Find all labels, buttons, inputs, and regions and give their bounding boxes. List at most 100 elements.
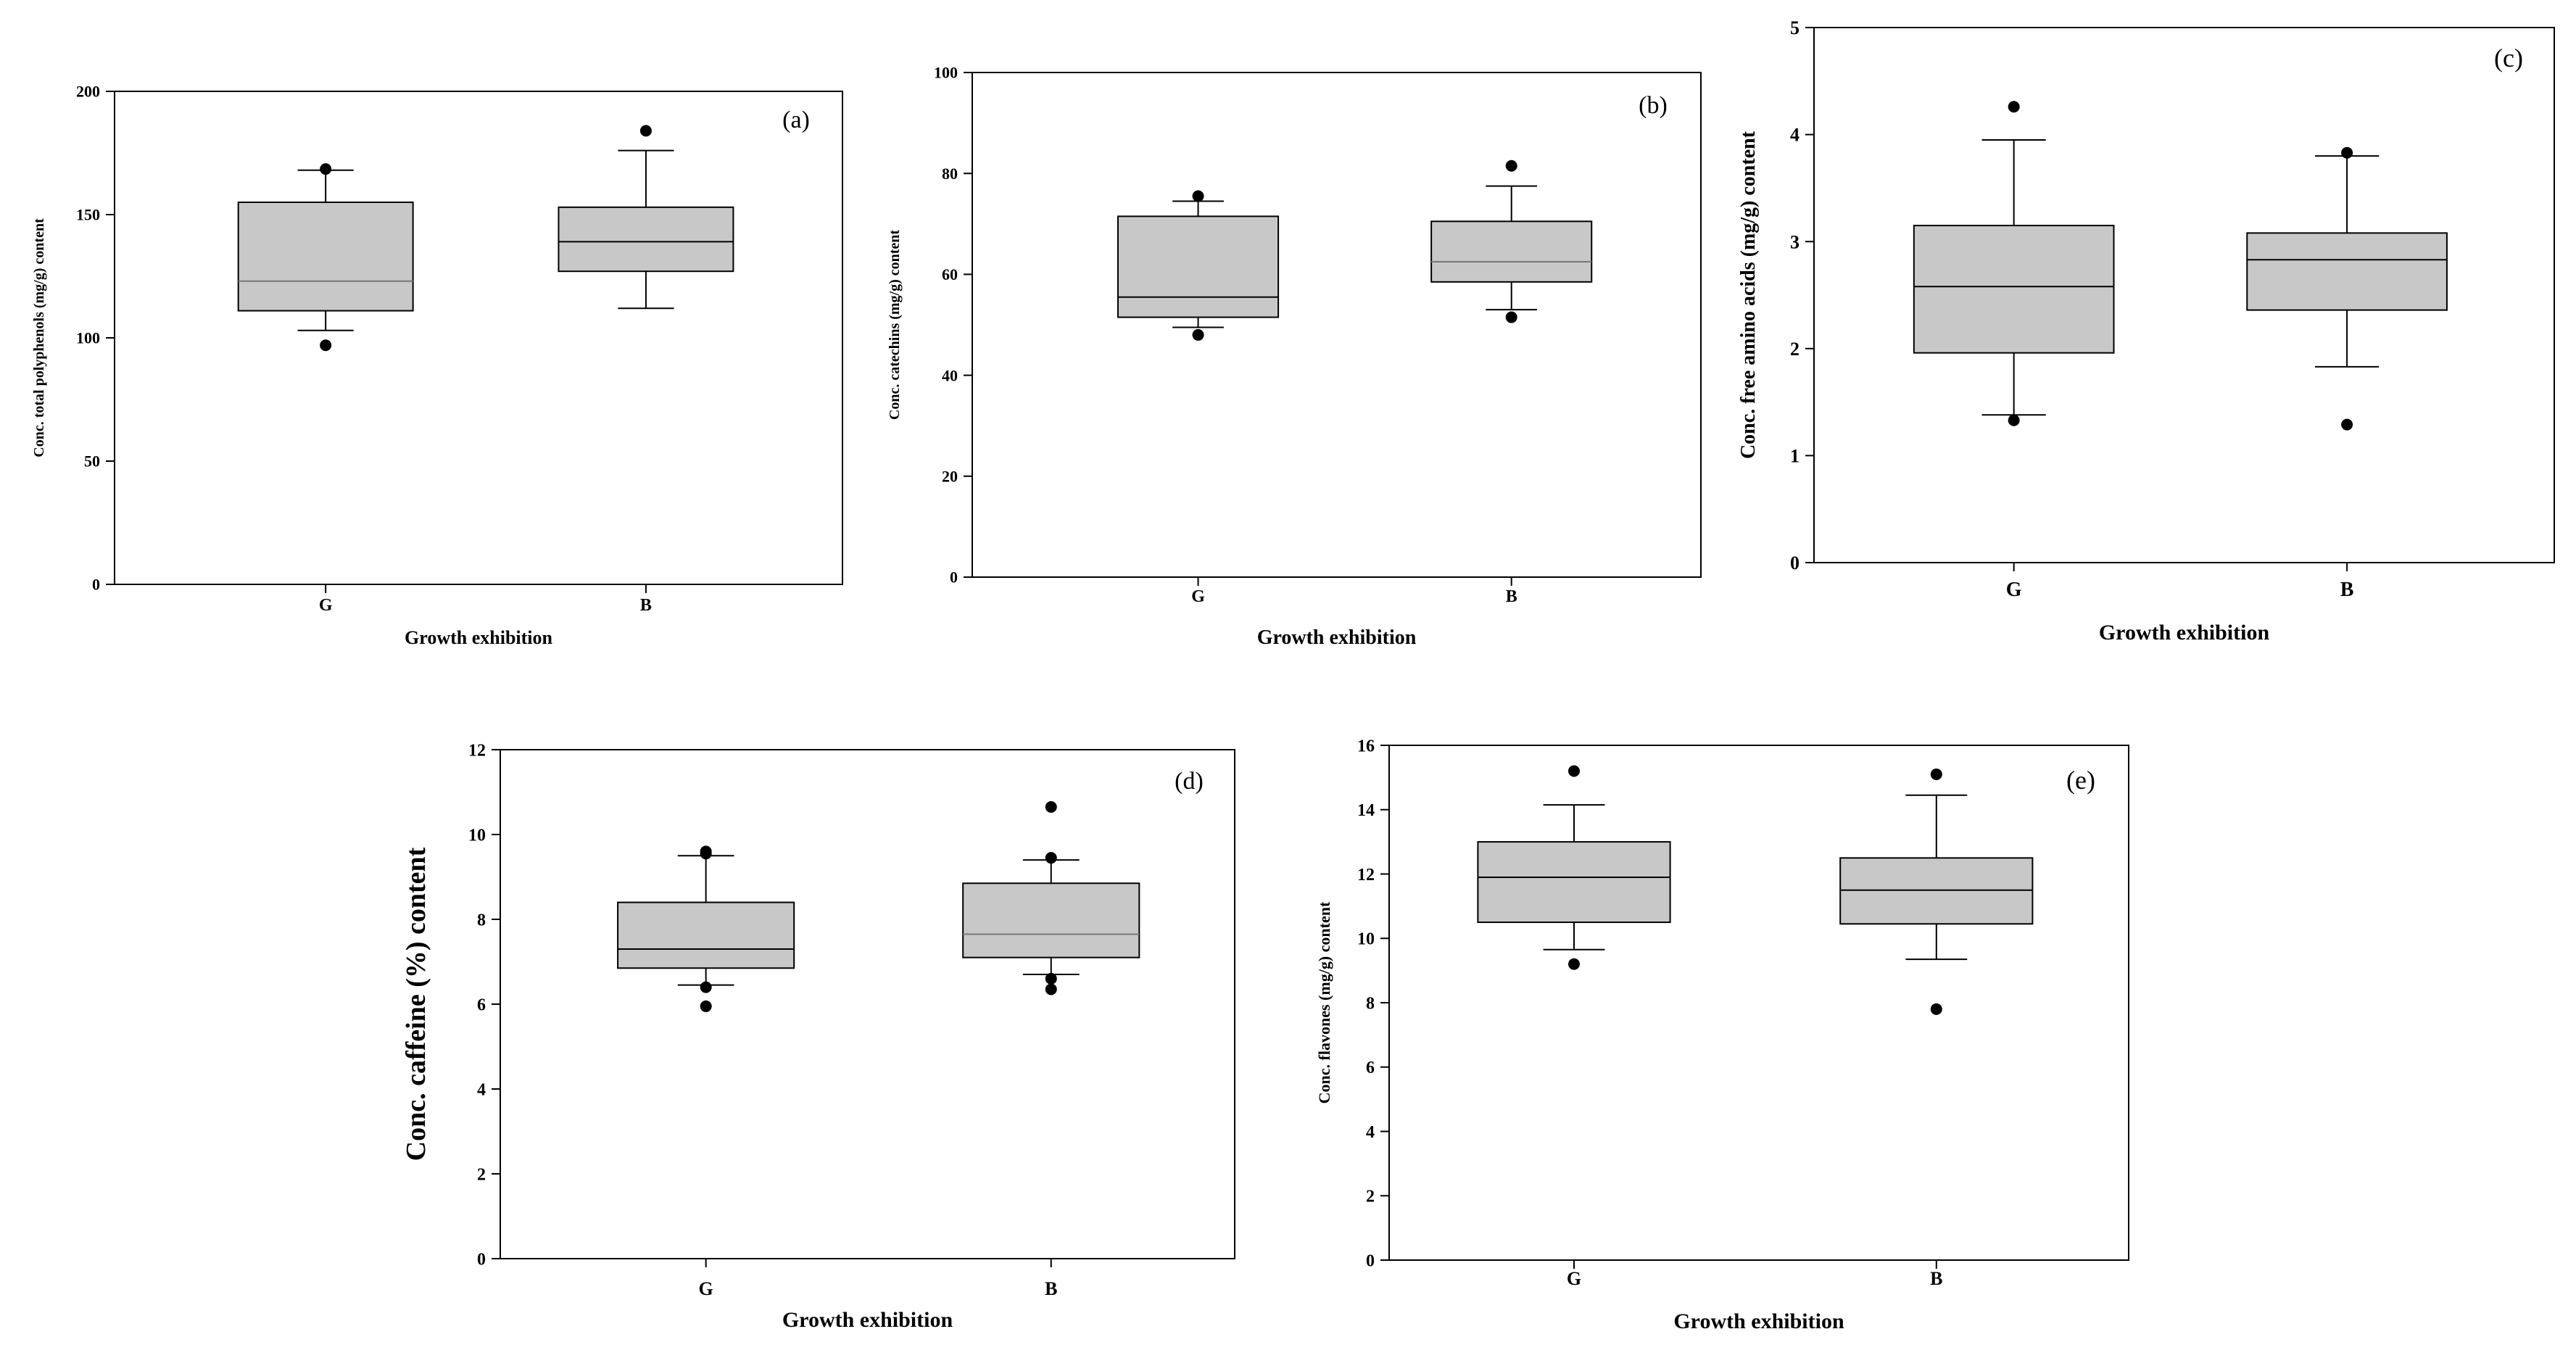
chart-panel-4: 0 2 4 6 8 10 12 G B Growth exhibition Conc. caffei… xyxy=(401,741,1235,1332)
outlier-point xyxy=(1568,765,1580,777)
x-axis-title: Growth exhibition xyxy=(2099,621,2270,645)
y-tick-label: 2 xyxy=(477,1165,486,1184)
outlier-point xyxy=(1930,768,1942,780)
y-tick-label: 10 xyxy=(468,826,486,845)
y-tick-label: 40 xyxy=(942,366,958,384)
outlier-point xyxy=(2008,414,2020,426)
y-tick-label: 0 xyxy=(1366,1251,1375,1270)
y-tick-label: 20 xyxy=(942,468,958,486)
box-body xyxy=(1430,220,1593,283)
box-b xyxy=(962,800,1140,995)
box-body xyxy=(237,202,414,312)
box-body xyxy=(1839,857,2034,925)
box-body xyxy=(962,882,1140,958)
y-tick-label: 14 xyxy=(1357,801,1375,820)
y-tick-label: 8 xyxy=(477,911,486,929)
outlier-point xyxy=(320,163,332,175)
outlier-point xyxy=(1045,972,1057,985)
x-axis-title: Growth exhibition xyxy=(405,627,552,648)
y-tick-label: 2 xyxy=(1790,339,1800,360)
box-g xyxy=(1913,101,2115,426)
outlier-point xyxy=(2008,101,2020,113)
x-tick-label-g: G xyxy=(319,596,333,615)
y-tick-label: 0 xyxy=(477,1250,486,1269)
x-tick-label-b: B xyxy=(1506,587,1517,606)
box-b xyxy=(1430,160,1593,323)
y-tick-label: 6 xyxy=(1366,1059,1375,1077)
y-tick-label: 60 xyxy=(942,265,958,283)
outlier-point xyxy=(2341,418,2353,431)
y-tick-label: 12 xyxy=(468,741,486,760)
outlier-point xyxy=(1045,983,1057,995)
y-tick-label: 100 xyxy=(76,329,100,347)
y-tick-label: 150 xyxy=(76,206,100,224)
y-axis-title: Conc. flavones (mg/g) content xyxy=(1315,901,1333,1103)
box-b xyxy=(2246,146,2448,431)
box-body xyxy=(617,901,795,969)
box-b xyxy=(1839,768,2034,1015)
box-g xyxy=(1477,765,1671,970)
y-axis-title: Conc. free amino acids (mg/g) content xyxy=(1737,131,1760,459)
box-body xyxy=(1913,225,2115,354)
x-axis-title: Growth exhibition xyxy=(1257,626,1417,649)
chart-panel-1: 0 50 100 150 200 G B Growth exhibition Conc. tot… xyxy=(31,83,843,648)
y-axis-title: Conc. caffeine (%) content xyxy=(401,847,431,1161)
x-tick-label-g: G xyxy=(2006,579,2022,601)
outlier-point xyxy=(320,339,332,352)
panel-label: (a) xyxy=(782,107,810,133)
x-tick-label-g: G xyxy=(699,1278,713,1299)
y-tick-label: 0 xyxy=(950,568,958,587)
y-tick-label: 0 xyxy=(92,576,100,594)
outlier-point xyxy=(1192,190,1204,202)
box-body xyxy=(1117,215,1280,318)
y-tick-label: 0 xyxy=(1790,552,1800,573)
panel-label: (e) xyxy=(2066,766,2095,795)
x-tick-label-b: B xyxy=(2340,579,2354,601)
x-tick-label-b: B xyxy=(640,596,652,615)
x-tick-label-g: G xyxy=(1567,1268,1581,1289)
outlier-point xyxy=(1505,160,1517,172)
y-tick-label: 16 xyxy=(1357,737,1375,755)
panel-label: (d) xyxy=(1175,768,1204,795)
outlier-point xyxy=(1045,800,1057,813)
y-tick-label: 1 xyxy=(1790,446,1800,467)
y-tick-label: 8 xyxy=(1366,994,1375,1013)
y-tick-label: 80 xyxy=(942,165,958,183)
x-tick-label-b: B xyxy=(1045,1278,1057,1299)
y-axis-title: Conc. total polyphenols (mg/g) content xyxy=(31,218,47,457)
y-tick-label: 50 xyxy=(84,452,100,471)
outlier-point xyxy=(2341,146,2353,159)
box-g xyxy=(237,163,414,352)
box-body xyxy=(558,206,734,273)
box-g xyxy=(617,845,795,1012)
y-tick-label: 4 xyxy=(477,1080,486,1099)
y-tick-label: 2 xyxy=(1366,1188,1375,1206)
y-tick-label: 10 xyxy=(1357,930,1375,949)
outlier-point xyxy=(700,981,712,993)
outlier-point xyxy=(1045,852,1057,864)
y-tick-label: 3 xyxy=(1790,231,1800,252)
x-axis-title: Growth exhibition xyxy=(782,1308,953,1332)
chart-panel-3: 0 1 2 3 4 5 G B Growth exhibition Conc. free amin… xyxy=(1737,17,2555,645)
outlier-point xyxy=(1192,328,1204,341)
panel-label: (b) xyxy=(1639,92,1668,119)
y-tick-label: 4 xyxy=(1790,125,1800,146)
box-g xyxy=(1117,190,1280,341)
panel-label: (c) xyxy=(2494,44,2523,73)
y-tick-label: 100 xyxy=(934,64,958,82)
plot-frame xyxy=(972,72,1702,578)
x-axis-title: Growth exhibition xyxy=(1673,1309,1844,1333)
y-tick-label: 6 xyxy=(477,995,486,1014)
outlier-point xyxy=(700,845,712,858)
outlier-point xyxy=(1568,958,1580,970)
outlier-point xyxy=(1505,311,1517,323)
outlier-point xyxy=(700,1000,712,1012)
box-b xyxy=(558,125,734,310)
x-tick-label-b: B xyxy=(1930,1268,1942,1289)
y-tick-label: 5 xyxy=(1790,17,1800,38)
chart-panel-5: 0 2 4 6 8 10 12 14 16 G B Growth exhibition Conc. fl… xyxy=(1315,737,2129,1333)
box-body xyxy=(2246,232,2448,311)
y-tick-label: 200 xyxy=(76,83,100,101)
